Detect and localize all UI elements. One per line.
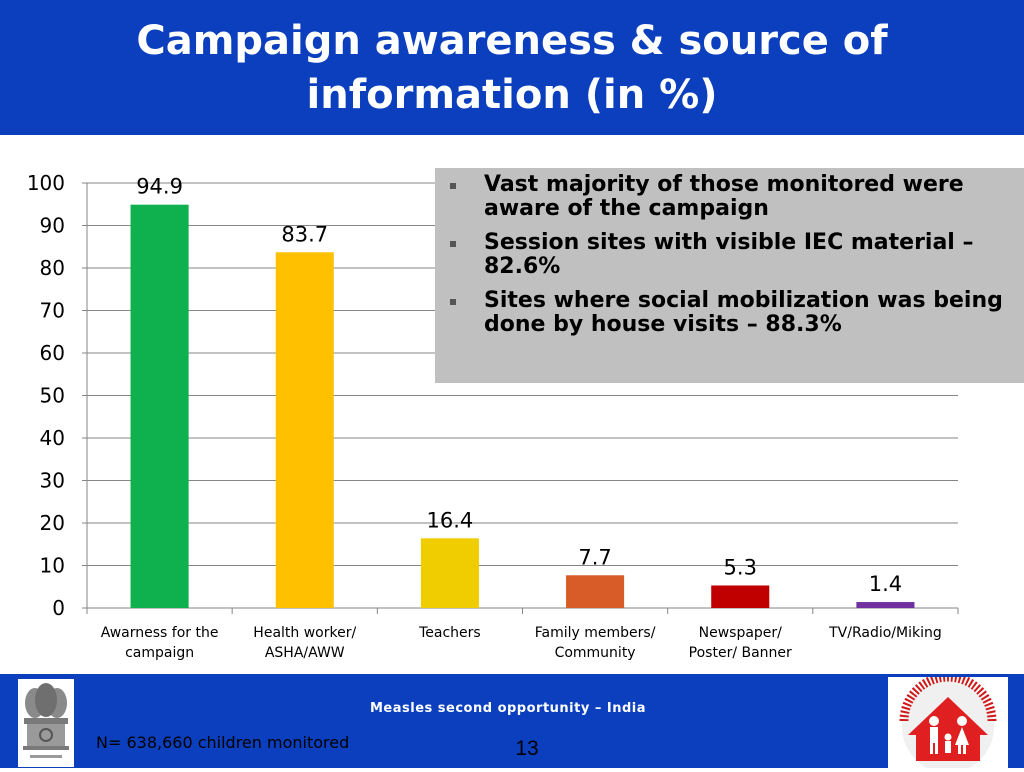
bar: [566, 575, 625, 608]
page-number: 13: [515, 737, 539, 760]
x-tick-label: TV/Radio/Miking: [828, 625, 942, 641]
y-tick-label: 80: [40, 256, 65, 280]
x-tick-label: Health worker/ASHA/AWW: [253, 625, 356, 661]
y-tick-label: 0: [52, 596, 65, 620]
x-tick-label-line: Awarness for the: [101, 625, 219, 641]
x-tick-label: Awarness for the campaign: [101, 625, 219, 661]
note-item: Session sites with visible IEC material …: [447, 231, 1006, 279]
bar-chart: 0 10 20 30 40 50 60 70 80 90 100 94.9 Awarness for t…: [27, 171, 959, 661]
x-tick-label: Teachers: [418, 625, 481, 641]
y-tick-label: 10: [40, 554, 65, 578]
x-tick-label-line: ASHA/AWW: [265, 645, 345, 661]
bullet-icon: [450, 183, 456, 189]
x-tick-label-line: TV/Radio/Miking: [828, 625, 942, 641]
y-tick-label: 70: [40, 299, 65, 323]
x-tick-label-line: Health worker/: [253, 625, 356, 641]
data-label: 7.7: [578, 545, 611, 569]
bullet-icon: [450, 241, 456, 247]
x-tick-label-line: Family members/: [535, 625, 656, 641]
note-text: Vast majority of those monitored were aw…: [484, 172, 964, 221]
note-text: Sites where social mobilization was bein…: [484, 288, 1003, 337]
x-tick-label-line: Poster/ Banner: [689, 645, 792, 661]
x-tick-label-line: Community: [555, 645, 636, 661]
data-label: 83.7: [281, 222, 328, 246]
y-tick-label: 90: [40, 214, 65, 238]
y-tick-label: 30: [40, 469, 65, 493]
bar: [711, 585, 770, 608]
x-tick-label-line: Teachers: [418, 625, 481, 641]
family-logo-icon: [888, 672, 1008, 772]
bar: [275, 252, 334, 608]
y-tick-label: 20: [40, 511, 65, 535]
y-tick-label: 40: [40, 426, 65, 450]
slide-footer: Measles second opportunity – India N= 63…: [0, 672, 1024, 772]
y-tick-label: 50: [40, 384, 65, 408]
bar: [420, 538, 479, 608]
x-tick-label-line: Newspaper/: [699, 625, 783, 641]
bar: [130, 204, 189, 609]
national-emblem-icon: [18, 679, 74, 771]
bullet-icon: [450, 299, 456, 305]
y-tick-label: 60: [40, 341, 65, 365]
notes-list: Vast majority of those monitored were aw…: [447, 173, 1006, 337]
data-label: 16.4: [427, 508, 474, 532]
slide-header: Campaign awareness & source of informati…: [0, 0, 1024, 135]
bar: [856, 602, 915, 608]
data-label: 5.3: [724, 555, 757, 579]
notes-box: Vast majority of those monitored were aw…: [435, 168, 1024, 383]
x-tick-label: Family members/Community: [535, 625, 656, 661]
data-label: 94.9: [136, 175, 183, 199]
x-tick-label-line: campaign: [125, 645, 194, 661]
sample-size-note: N= 638,660 children monitored: [96, 733, 350, 752]
note-text: Session sites with visible IEC material …: [484, 230, 974, 279]
data-label: 1.4: [869, 572, 902, 596]
note-item: Sites where social mobilization was bein…: [447, 289, 1006, 337]
note-item: Vast majority of those monitored were aw…: [447, 173, 1006, 221]
x-tick-label: Newspaper/Poster/ Banner: [689, 625, 792, 661]
footer-text: Measles second opportunity – India: [369, 701, 646, 716]
slide-title: Campaign awareness & source of informati…: [136, 18, 888, 118]
y-tick-label: 100: [27, 171, 65, 195]
